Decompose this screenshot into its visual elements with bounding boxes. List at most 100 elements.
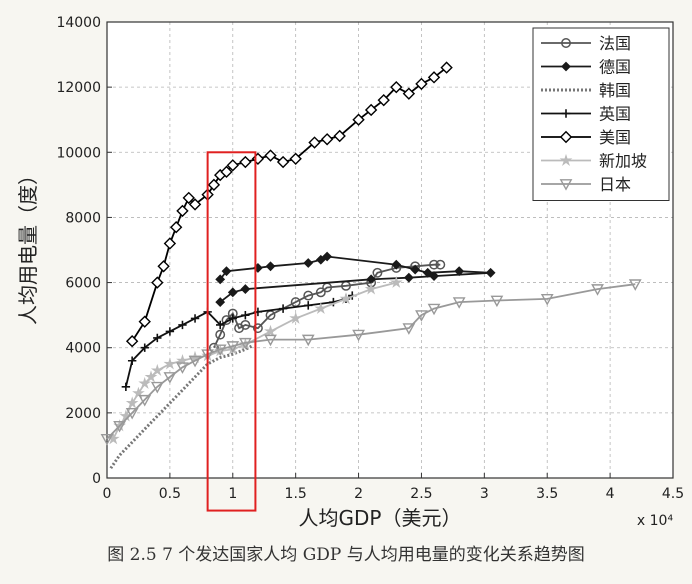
data-point [140, 343, 149, 352]
series-line [109, 344, 253, 470]
data-point [100, 434, 114, 446]
data-point [182, 191, 195, 205]
data-point [188, 355, 202, 368]
data-point [138, 315, 151, 328]
series-line [106, 283, 636, 440]
data-point [415, 310, 428, 322]
data-point [106, 432, 120, 445]
data-point [435, 259, 446, 270]
data-point [377, 93, 390, 107]
data-point [403, 272, 414, 283]
data-point [452, 297, 466, 309]
y-tick-label: 12000 [56, 80, 101, 96]
data-point [228, 314, 237, 323]
figure-caption: 图 2.5 7 个发达国家人均 GDP 与人均用电量的变化关系趋势图 [107, 545, 585, 565]
data-point [308, 136, 321, 149]
data-point [559, 179, 573, 191]
data-point [132, 386, 145, 399]
data-point [190, 314, 200, 323]
data-point [410, 264, 421, 275]
data-point [289, 152, 302, 165]
data-point [150, 381, 164, 394]
data-point [422, 267, 433, 278]
data-point [227, 287, 238, 298]
data-point [163, 372, 177, 384]
data-point [163, 357, 177, 370]
data-point [163, 237, 177, 250]
highlight-box [206, 151, 257, 512]
legend-label: 日本 [599, 175, 631, 194]
data-point [138, 394, 152, 407]
data-point [490, 295, 504, 308]
data-point [427, 303, 441, 316]
data-point [391, 259, 402, 270]
data-point [352, 113, 365, 126]
data-point [226, 341, 240, 353]
data-point [165, 327, 175, 336]
legend-label: 德国 [599, 58, 631, 77]
data-point [127, 356, 137, 365]
data-point [561, 38, 571, 48]
series-韩国 [109, 344, 253, 470]
legend-label: 新加坡 [599, 152, 647, 171]
data-point [364, 103, 378, 117]
data-point [176, 204, 189, 218]
data-point [372, 267, 383, 278]
data-point [276, 155, 290, 169]
data-point [339, 292, 353, 305]
data-point [144, 370, 158, 383]
data-point [559, 130, 573, 144]
data-point [402, 323, 416, 335]
data-point [226, 159, 239, 172]
data-point [239, 155, 252, 169]
legend-label: 韩国 [599, 81, 631, 100]
data-point [429, 259, 439, 270]
x-tick-label: 1 [228, 486, 237, 502]
data-point [138, 376, 152, 389]
data-point [150, 363, 164, 376]
data-point [240, 284, 251, 294]
data-point [454, 266, 465, 277]
data-point [238, 337, 252, 350]
data-point [320, 133, 334, 146]
data-point [125, 335, 139, 348]
data-point [241, 310, 250, 320]
y-tick-label: 10000 [56, 145, 101, 161]
data-point [264, 149, 277, 162]
y-tick-label: 8000 [65, 210, 101, 226]
y-tick-label: 4000 [65, 341, 101, 357]
data-point [265, 261, 276, 272]
y-tick-label: 14000 [56, 15, 101, 31]
data-point [151, 276, 164, 289]
data-point [322, 251, 333, 262]
data-point [221, 266, 232, 277]
data-point [561, 109, 571, 118]
data-point [125, 407, 139, 420]
data-point [188, 198, 202, 211]
x-tick-label: 4 [606, 486, 615, 502]
x-scale-note: x 10⁴ [637, 513, 674, 529]
data-point [591, 284, 604, 296]
legend-label: 法国 [599, 34, 631, 53]
y-tick-label: 2000 [65, 406, 101, 422]
x-tick-label: 2 [354, 486, 363, 502]
data-point [402, 87, 416, 100]
data-point [540, 293, 554, 306]
data-point [415, 77, 428, 91]
data-point [220, 165, 233, 179]
y-tick-label: 6000 [65, 276, 101, 292]
data-point [315, 254, 326, 265]
x-tick-label: 0 [103, 486, 112, 502]
data-point [303, 258, 314, 268]
data-point [440, 61, 453, 74]
data-point [289, 311, 303, 324]
data-point [216, 320, 225, 330]
legend-label: 美国 [599, 128, 631, 147]
data-point [304, 301, 313, 310]
data-point [301, 334, 315, 347]
series-日本 [100, 279, 642, 446]
x-tick-label: 1.5 [285, 486, 307, 502]
data-point [314, 301, 328, 315]
